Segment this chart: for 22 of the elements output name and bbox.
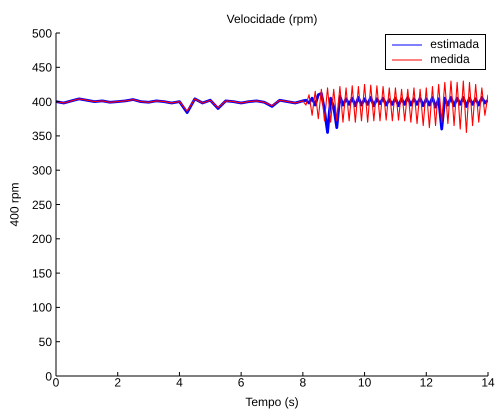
- y-tick-label: 450: [32, 60, 52, 75]
- y-axis-title: 400 rpm: [7, 182, 22, 227]
- x-tick-label: 4: [176, 376, 184, 390]
- y-tick-label: 200: [32, 232, 52, 246]
- x-tick-label: 6: [238, 376, 245, 390]
- y-tick-label: 350: [32, 129, 52, 144]
- legend-label: medida: [430, 52, 470, 67]
- x-tick-label: 10: [358, 376, 372, 390]
- legend-label: estimada: [430, 37, 479, 52]
- x-tick-label: 12: [420, 376, 434, 390]
- x-tick-label: 8: [300, 376, 307, 390]
- chart-title: Velocidade (rpm): [226, 12, 318, 26]
- x-tick-label: 2: [114, 376, 122, 390]
- y-tick-label: 500: [32, 26, 52, 40]
- y-tick-label: 300: [32, 163, 52, 178]
- x-axis-title: Tempo (s): [245, 395, 299, 409]
- x-tick-label: 14: [481, 376, 495, 390]
- y-tick-label: 100: [32, 300, 52, 315]
- y-tick-label: 50: [38, 334, 52, 349]
- y-tick-label: 150: [32, 266, 52, 280]
- y-tick-label: 250: [32, 198, 52, 212]
- y-tick-label: 400: [32, 94, 52, 109]
